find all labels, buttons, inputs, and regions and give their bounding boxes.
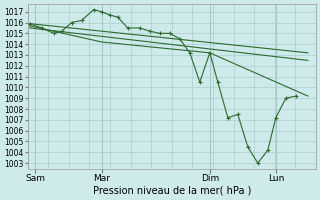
X-axis label: Pression niveau de la mer( hPa ): Pression niveau de la mer( hPa ) [92,186,251,196]
